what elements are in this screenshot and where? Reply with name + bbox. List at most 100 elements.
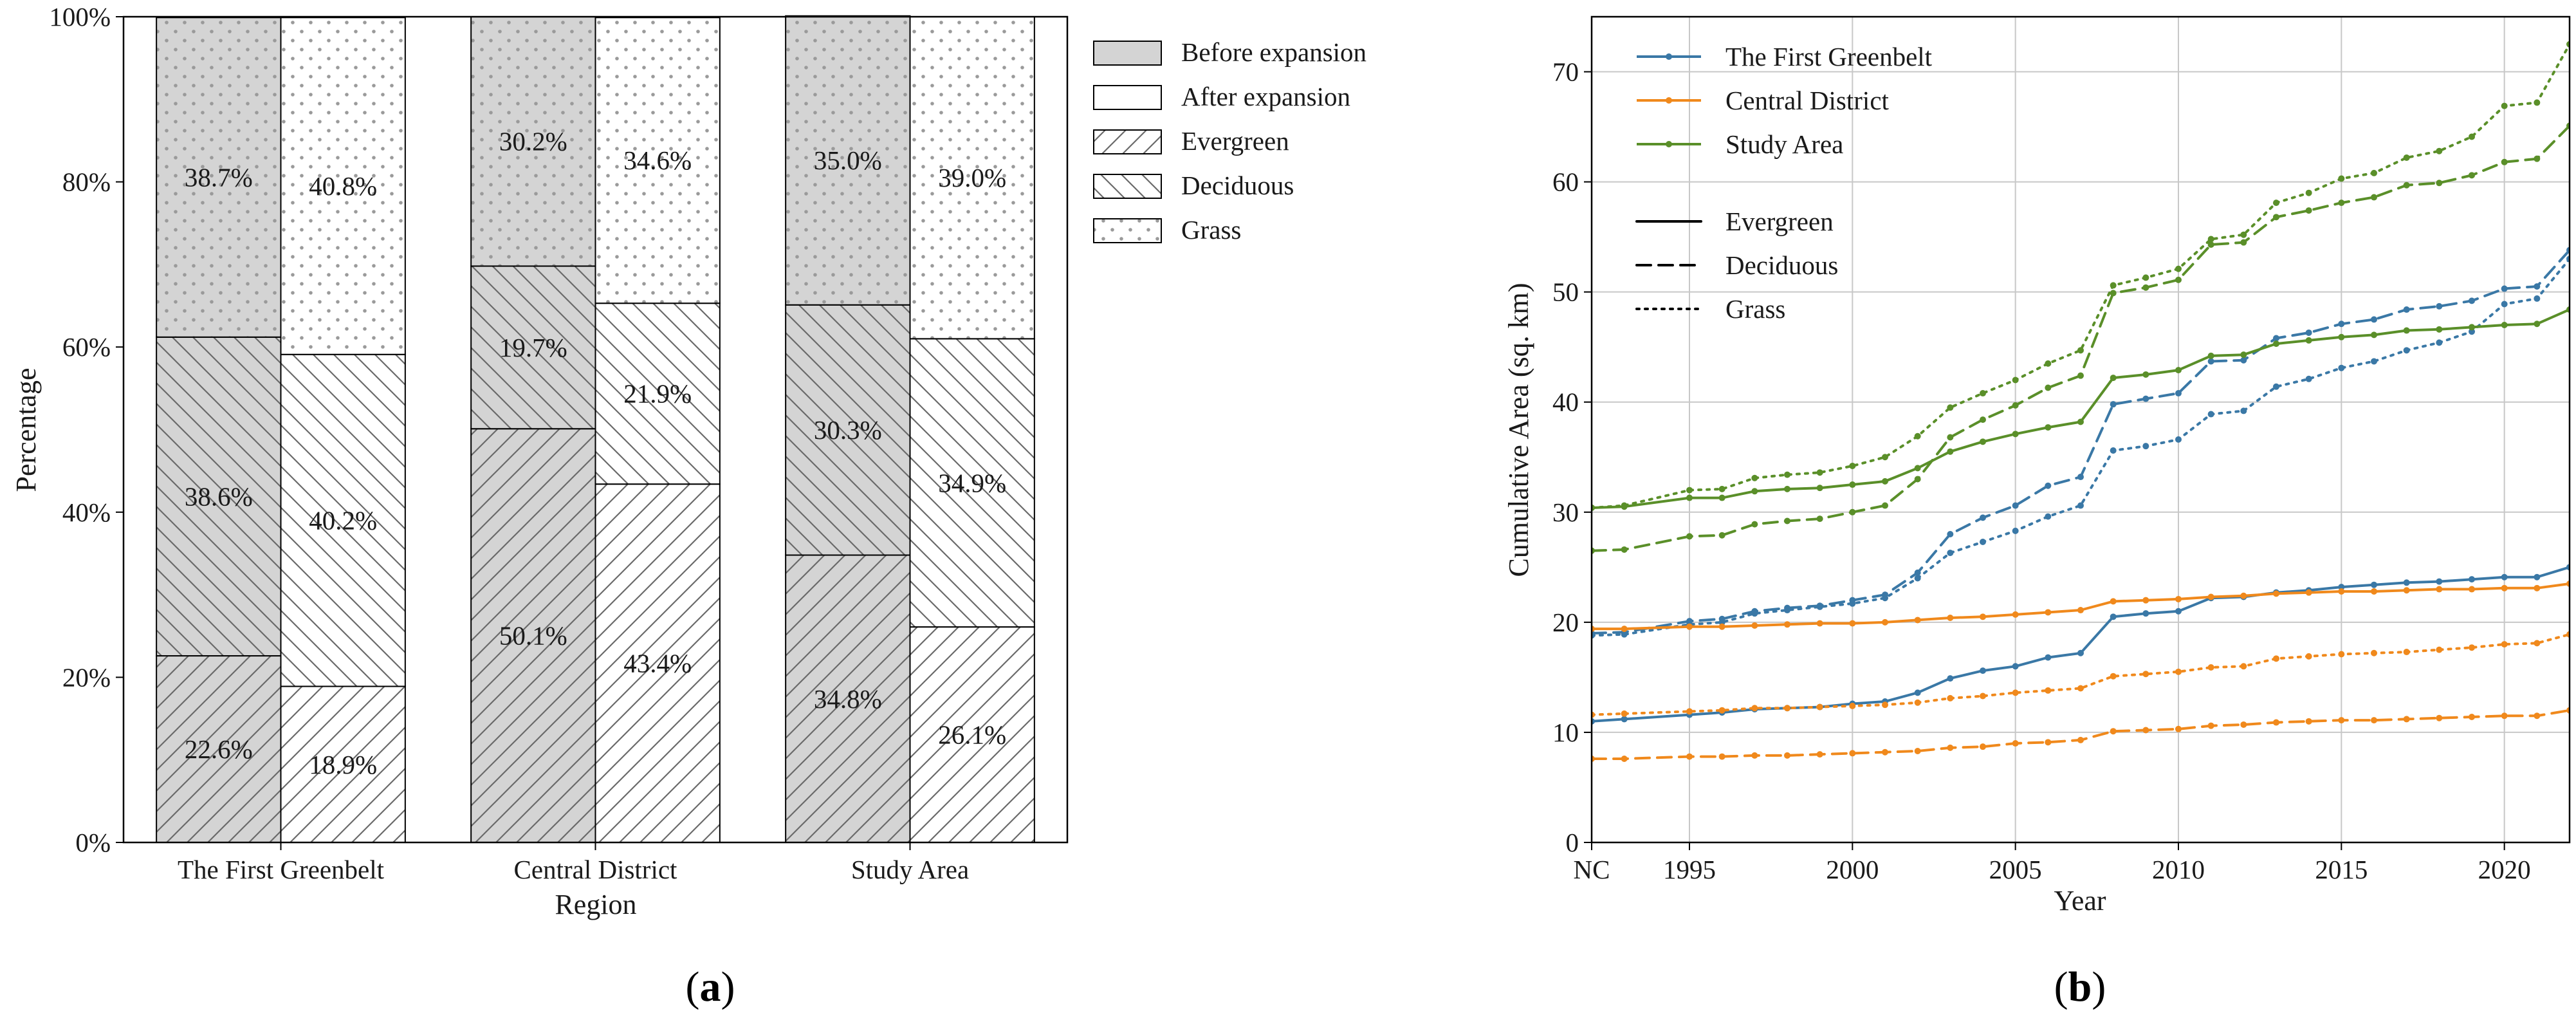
data-point xyxy=(2142,443,2149,450)
data-point xyxy=(1849,702,1856,709)
data-point xyxy=(2469,133,2475,140)
y-tick-label: 0 xyxy=(1566,828,1579,857)
data-point xyxy=(2501,712,2508,720)
y-tick-label: 10 xyxy=(1552,718,1579,747)
series-line-the-first-greenbelt-evergreen xyxy=(1592,566,2570,723)
bar-value-label: 26.1% xyxy=(938,720,1006,750)
data-point xyxy=(2469,713,2475,720)
data-point xyxy=(2403,154,2410,161)
data-point xyxy=(2207,593,2214,600)
bar-segment-deciduous xyxy=(785,304,911,556)
data-point xyxy=(2371,358,2377,365)
data-point xyxy=(2077,474,2084,481)
data-point xyxy=(2338,717,2345,724)
data-point xyxy=(1914,575,1921,582)
data-point xyxy=(1751,610,1758,617)
bar-segment-evergreen xyxy=(156,655,282,843)
stacked-bar-chart-panel: 22.6% 38.6% 38.7% 18.9% 40.2% 40.8% 50.1% 19.7%… xyxy=(10,2,1366,1010)
y-tick-label: 40 xyxy=(1552,387,1579,417)
data-point xyxy=(2077,372,2084,379)
data-point xyxy=(2338,651,2345,658)
data-point xyxy=(1947,694,1954,701)
legend-label: The First Greenbelt xyxy=(1725,42,1933,71)
data-point xyxy=(1751,622,1758,629)
data-point xyxy=(2207,411,2214,418)
bar-value-label: 18.9% xyxy=(309,750,377,779)
data-point xyxy=(2207,352,2214,359)
data-point xyxy=(2501,584,2508,591)
data-point xyxy=(1914,465,1921,472)
legend-marker xyxy=(1666,97,1672,104)
data-point xyxy=(1686,623,1693,630)
data-point xyxy=(2436,326,2443,333)
data-point xyxy=(1751,705,1758,712)
data-point xyxy=(2534,584,2541,591)
data-point xyxy=(1914,476,1921,483)
line-chart-panel: 0 10 20 30 40 50 60 70 NC 1995 2000 2005 2010 2015 20… xyxy=(1503,15,2571,1010)
data-point xyxy=(2273,340,2279,348)
data-point xyxy=(2175,265,2182,272)
data-point xyxy=(2077,607,2084,614)
data-point xyxy=(2469,576,2475,583)
bar-segment-evergreen xyxy=(594,483,721,843)
data-point xyxy=(1947,531,1954,538)
bar-segment-grass xyxy=(280,17,406,355)
data-point xyxy=(2012,689,2019,696)
data-point xyxy=(2207,358,2214,365)
data-point xyxy=(1621,631,1628,638)
legend-label: Deciduous xyxy=(1181,171,1294,200)
data-point xyxy=(2240,407,2247,414)
series-line-central-district-deciduous xyxy=(1592,709,2570,760)
data-point xyxy=(2045,513,2052,520)
data-point xyxy=(2012,376,2019,384)
data-point xyxy=(1686,533,1693,540)
data-point xyxy=(2110,282,2117,289)
data-point xyxy=(1882,478,1888,485)
legend-label: Study Area xyxy=(1725,129,1843,159)
bar-segment-deciduous xyxy=(909,338,1035,628)
data-point xyxy=(1784,705,1790,712)
data-point xyxy=(2469,297,2475,304)
data-point xyxy=(1784,517,1790,525)
bar-value-label: 34.6% xyxy=(623,145,692,175)
data-point xyxy=(1718,618,1725,626)
legend-label: Evergreen xyxy=(1181,126,1289,156)
data-point xyxy=(2436,180,2443,187)
legend-swatch-grass xyxy=(1093,218,1162,243)
legend-label: Evergreen xyxy=(1725,207,1834,236)
data-point xyxy=(2240,663,2247,670)
data-point xyxy=(2436,302,2443,310)
bar-value-label: 34.8% xyxy=(814,684,882,714)
data-point xyxy=(1947,448,1954,455)
data-point xyxy=(2273,383,2279,390)
data-point xyxy=(1718,532,1725,539)
bar-value-label: 38.7% xyxy=(185,163,253,192)
x-axis-ticks: The First Greenbelt Central District Study… xyxy=(178,842,969,884)
series-line-study-area-evergreen xyxy=(1592,308,2570,509)
data-point xyxy=(1621,710,1628,717)
data-point xyxy=(2501,102,2508,109)
data-point xyxy=(1816,485,1823,492)
y-tick-label: 50 xyxy=(1552,277,1579,307)
data-point xyxy=(2501,285,2508,292)
bar-value-label: 38.6% xyxy=(185,481,253,511)
data-point xyxy=(1882,701,1888,709)
bar-segment-deciduous xyxy=(470,265,596,430)
data-point xyxy=(2045,609,2052,616)
data-point xyxy=(2305,375,2312,382)
data-point xyxy=(1980,538,1986,545)
legend-label: Before expansion xyxy=(1181,37,1366,67)
data-point xyxy=(2436,339,2443,346)
data-point xyxy=(2207,722,2214,729)
data-point xyxy=(2534,99,2541,106)
data-point xyxy=(2403,306,2410,313)
data-point xyxy=(2045,360,2052,367)
y-axis-ticks: 0% 20% 40% 60% 80% 100% xyxy=(49,2,124,857)
y-tick-label: 0% xyxy=(75,828,111,857)
data-point xyxy=(2142,274,2149,281)
x-tick-label: 2005 xyxy=(1989,855,2042,884)
data-point xyxy=(2077,347,2084,354)
data-point xyxy=(1980,613,1986,620)
data-point xyxy=(1686,708,1693,715)
